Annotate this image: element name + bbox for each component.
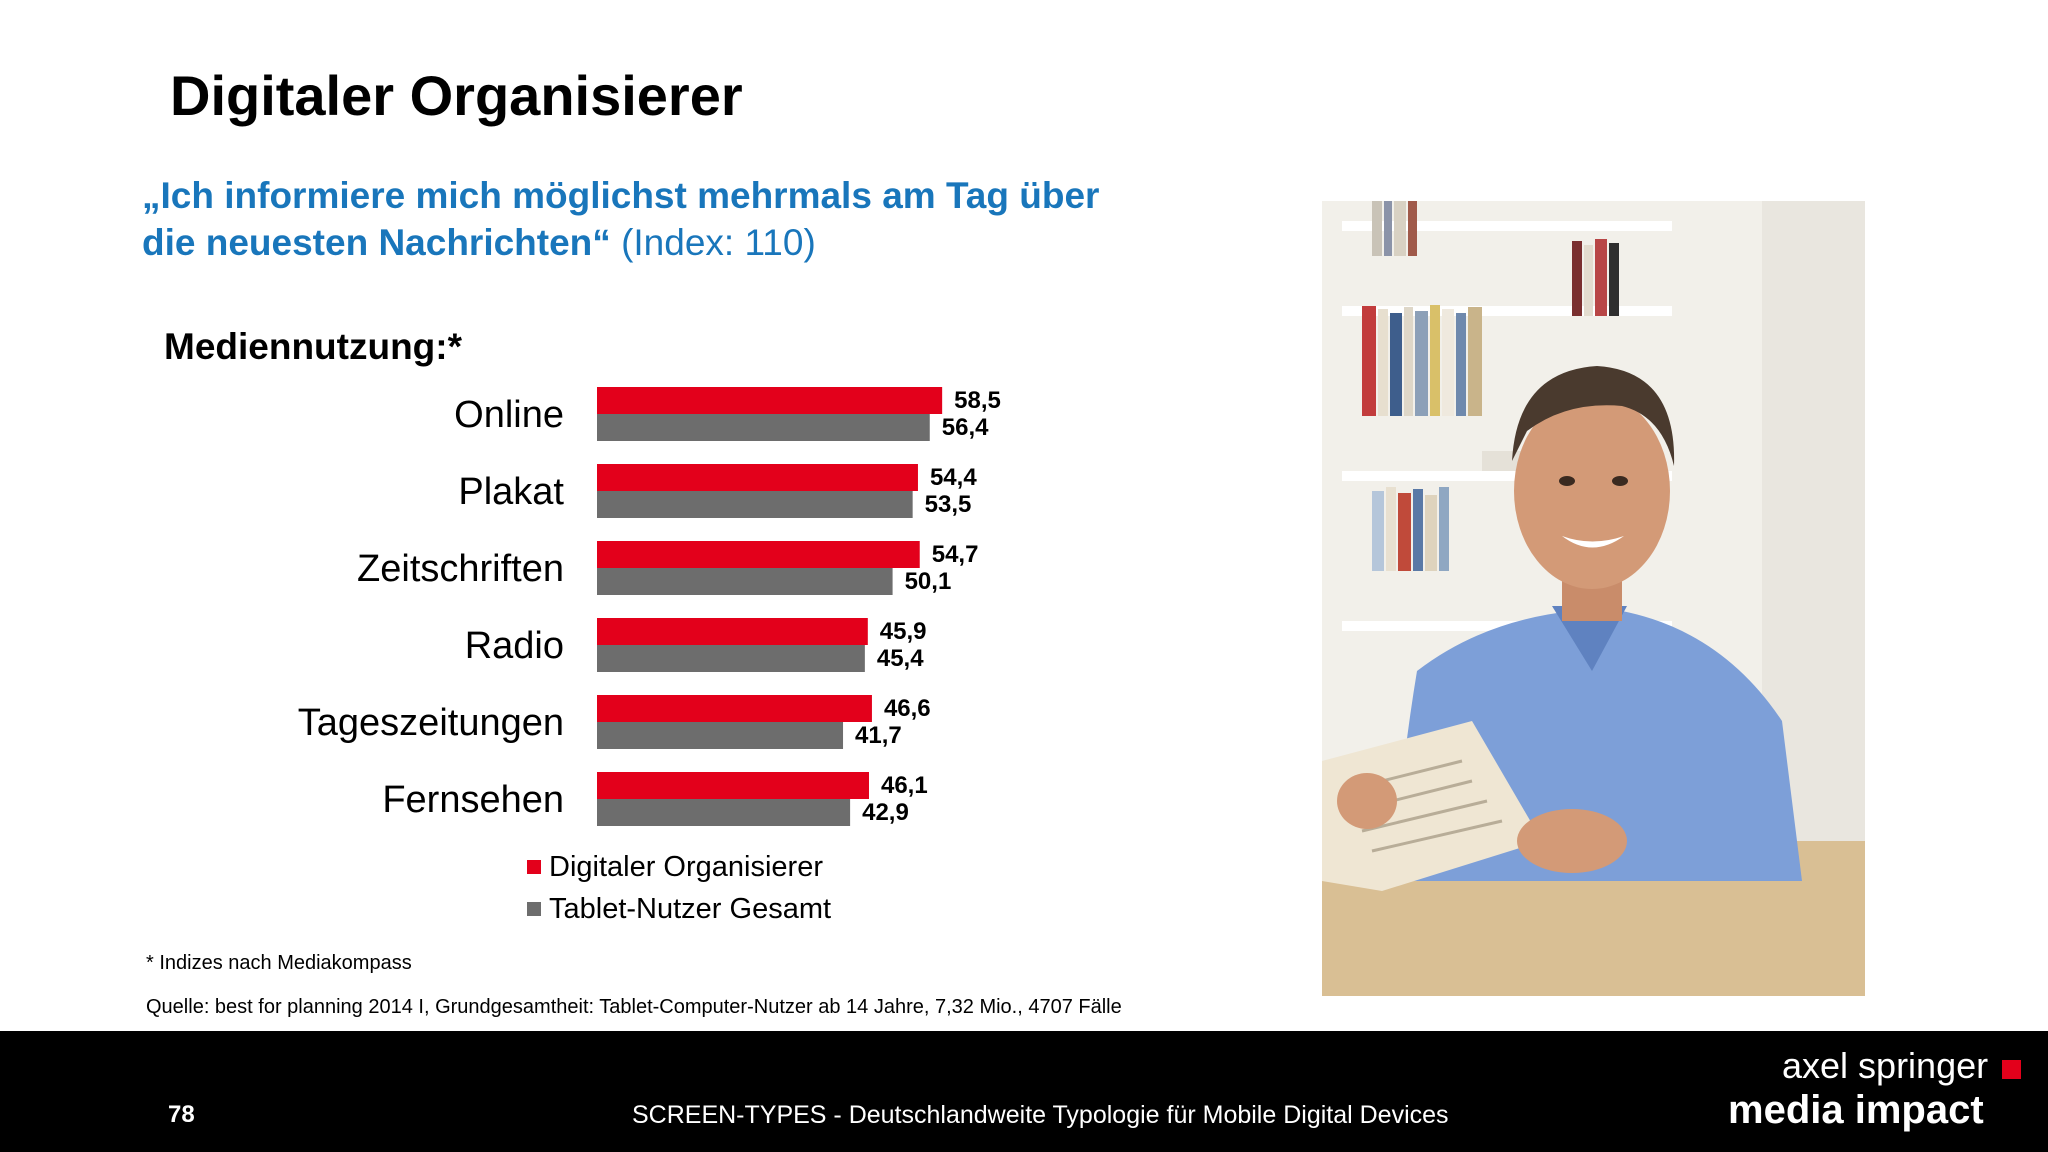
bar-digitaler-organisierer <box>597 618 868 645</box>
bar-digitaler-organisierer <box>597 387 943 414</box>
bar-tablet-nutzer-gesamt <box>597 414 930 441</box>
value-label: 56,4 <box>942 414 989 441</box>
quote-line2-rest: (Index: 110) <box>610 222 816 263</box>
chart-legend: Digitaler Organisierer Tablet-Nutzer Ges… <box>527 846 831 930</box>
footer-title: SCREEN-TYPES - Deutschlandweite Typologi… <box>632 1101 1449 1129</box>
legend-label: Tablet-Nutzer Gesamt <box>549 893 832 925</box>
quote-text: „Ich informiere mich möglichst mehrmals … <box>142 172 1099 266</box>
value-label: 45,9 <box>880 618 927 645</box>
legend-swatch-red <box>527 860 541 874</box>
value-label: 45,4 <box>877 645 924 672</box>
photo-illustration <box>1322 201 1865 996</box>
bar-tablet-nutzer-gesamt <box>597 645 865 672</box>
man-with-newspaper-photo <box>1322 201 1865 996</box>
category-label: Tageszeitungen <box>298 702 564 744</box>
value-label: 54,4 <box>930 464 977 491</box>
logo-text-media-impact: media impact <box>1728 1088 1984 1132</box>
bar-tablet-nutzer-gesamt <box>597 722 844 749</box>
bar-digitaler-organisierer <box>597 464 918 491</box>
bar-tablet-nutzer-gesamt <box>597 491 913 518</box>
bar-tablet-nutzer-gesamt <box>597 799 851 826</box>
logo-text-axel-springer: axel springer <box>1782 1045 1989 1086</box>
bar-digitaler-organisierer <box>597 695 872 722</box>
footer-bar <box>0 1031 2048 1152</box>
bar-digitaler-organisierer <box>597 541 920 568</box>
value-label: 58,5 <box>954 387 1001 414</box>
value-label: 54,7 <box>932 541 979 568</box>
legend-label: Digitaler Organisierer <box>549 851 823 883</box>
category-label: Zeitschriften <box>357 548 564 590</box>
category-label: Online <box>454 394 564 436</box>
bar-digitaler-organisierer <box>597 772 869 799</box>
source-note: Quelle: best for planning 2014 I, Grundg… <box>146 996 1122 1018</box>
category-label: Plakat <box>458 471 564 513</box>
page-number: 78 <box>168 1101 195 1128</box>
footnote: * Indizes nach Mediakompass <box>146 952 412 974</box>
value-label: 53,5 <box>925 491 972 518</box>
value-label: 41,7 <box>855 722 902 749</box>
value-label: 46,1 <box>881 772 928 799</box>
category-label: Fernsehen <box>382 779 564 821</box>
quote-line1: „Ich informiere mich möglichst mehrmals … <box>142 175 1100 216</box>
media-usage-bar-chart: Online 58,556,4 Plakat 54,453,5 Zeitschrifte… <box>298 387 1001 826</box>
bar-tablet-nutzer-gesamt <box>597 568 893 595</box>
slide-title: Digitaler Organisierer <box>170 64 743 127</box>
quote-line2-bold: die neuesten Nachrichten“ <box>142 222 611 263</box>
value-label: 50,1 <box>905 568 952 595</box>
logo-red-square <box>2002 1060 2021 1079</box>
legend-item-digitaler-organisierer: Digitaler Organisierer <box>527 846 831 888</box>
legend-item-tablet-nutzer-gesamt: Tablet-Nutzer Gesamt <box>527 888 831 930</box>
chart-section-label: Mediennutzung:* <box>164 326 463 367</box>
legend-swatch-gray <box>527 902 541 916</box>
value-label: 42,9 <box>862 799 909 826</box>
category-label: Radio <box>465 625 564 667</box>
value-label: 46,6 <box>884 695 931 722</box>
